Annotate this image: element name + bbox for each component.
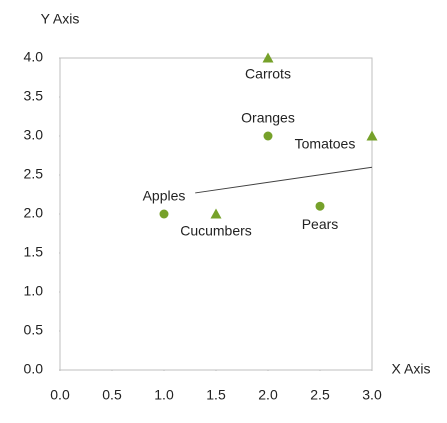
- point: [315, 201, 325, 211]
- x-tick-label: 2.5: [310, 387, 330, 403]
- y-tick-label: 0.5: [24, 322, 44, 338]
- point: [159, 209, 169, 219]
- point-label: Cucumbers: [180, 223, 252, 239]
- point-label: Tomatoes: [295, 136, 356, 152]
- point: [263, 131, 273, 141]
- y-tick-label: 1.5: [24, 244, 44, 260]
- x-tick-label: 0.0: [50, 387, 70, 403]
- x-tick-label: 1.5: [206, 387, 226, 403]
- x-axis-title: X Axis: [392, 361, 431, 377]
- y-tick-label: 0.0: [24, 361, 44, 377]
- point-label: Pears: [302, 216, 339, 232]
- point-label: Apples: [143, 188, 186, 204]
- x-tick-label: 2.0: [258, 387, 278, 403]
- trend-line: [195, 166, 373, 194]
- y-tick-label: 2.0: [24, 205, 44, 221]
- y-axis-title: Y Axis: [41, 11, 80, 27]
- point-label: Oranges: [241, 110, 295, 126]
- y-tick-label: 3.5: [24, 88, 44, 104]
- y-tick-label: 2.5: [24, 166, 44, 182]
- y-tick-label: 1.0: [24, 283, 44, 299]
- point: [262, 52, 274, 63]
- point: [366, 130, 378, 141]
- x-tick-label: 3.0: [362, 387, 382, 403]
- point-label: Carrots: [245, 66, 291, 82]
- x-tick-label: 1.0: [154, 387, 174, 403]
- x-tick-label: 0.5: [102, 387, 122, 403]
- y-tick-label: 4.0: [24, 49, 44, 65]
- point: [210, 208, 222, 219]
- y-tick-label: 3.0: [24, 127, 44, 143]
